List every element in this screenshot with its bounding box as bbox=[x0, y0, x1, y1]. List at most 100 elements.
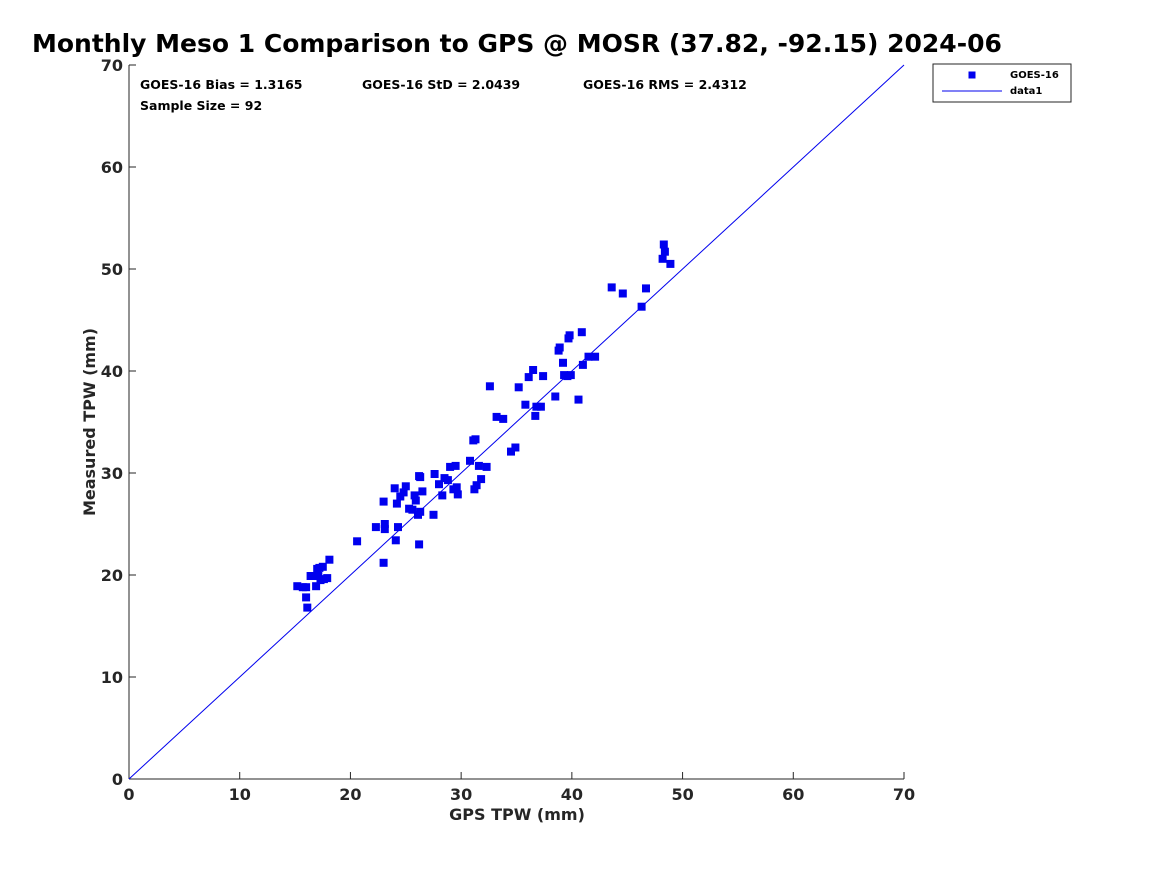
data-point bbox=[666, 259, 675, 268]
data-point bbox=[618, 289, 627, 298]
x-tick-label: 50 bbox=[671, 785, 693, 804]
data-point bbox=[415, 540, 424, 549]
x-tick-label: 40 bbox=[561, 785, 583, 804]
data-point bbox=[430, 470, 439, 478]
data-point bbox=[435, 480, 443, 489]
data-point bbox=[408, 505, 417, 514]
y-axis-label: Measured TPW (mm) bbox=[80, 328, 99, 516]
x-tick-label: 20 bbox=[339, 785, 361, 804]
data-point bbox=[401, 482, 410, 491]
data-point bbox=[396, 492, 405, 501]
data-point bbox=[379, 558, 388, 567]
data-point bbox=[507, 447, 515, 456]
data-point bbox=[466, 456, 474, 465]
y-tick-label: 30 bbox=[101, 464, 123, 483]
data-point bbox=[511, 443, 520, 452]
axes: 0 10 20 30 40 50 60 70 0 10 20 30 40 50 60 70 bbox=[101, 56, 915, 804]
stat-rms: GOES-16 RMS = 2.4312 bbox=[583, 77, 747, 92]
data-point bbox=[637, 302, 646, 311]
data-point bbox=[470, 485, 479, 494]
data-point bbox=[574, 395, 583, 404]
data-point bbox=[521, 400, 530, 409]
y-tick-label: 70 bbox=[101, 56, 123, 75]
data-point bbox=[438, 491, 447, 500]
data-point bbox=[607, 283, 616, 292]
data-point bbox=[312, 582, 321, 591]
data-point bbox=[591, 352, 600, 361]
data-point bbox=[380, 520, 389, 528]
data-point bbox=[453, 490, 462, 499]
data-point bbox=[411, 496, 420, 505]
data-point bbox=[514, 383, 523, 392]
y-tick-label: 50 bbox=[101, 260, 123, 279]
x-tick-label: 70 bbox=[893, 785, 915, 804]
y-tick-label: 0 bbox=[112, 770, 123, 789]
data-point bbox=[318, 562, 327, 571]
data-point bbox=[325, 555, 334, 564]
data-point bbox=[399, 488, 408, 497]
data-point bbox=[415, 472, 424, 481]
data-point bbox=[578, 360, 587, 369]
data-point bbox=[492, 412, 501, 421]
data-point bbox=[659, 240, 668, 249]
y-tick-label: 40 bbox=[101, 362, 123, 381]
data-point bbox=[446, 462, 455, 471]
data-point bbox=[319, 575, 328, 584]
data-point bbox=[660, 247, 669, 256]
x-axis-label: GPS TPW (mm) bbox=[449, 805, 585, 824]
data-point bbox=[418, 487, 427, 496]
data-point bbox=[394, 523, 402, 532]
stat-sample-size: Sample Size = 92 bbox=[140, 98, 262, 113]
x-tick-label: 0 bbox=[123, 785, 134, 804]
data-point bbox=[371, 523, 380, 532]
x-tick-label: 60 bbox=[782, 785, 804, 804]
x-tick-label: 10 bbox=[229, 785, 251, 804]
data-point bbox=[302, 583, 311, 592]
data-point bbox=[485, 382, 494, 391]
data-point bbox=[584, 352, 593, 361]
data-point bbox=[390, 484, 399, 493]
data-point bbox=[529, 366, 538, 374]
stat-std: GOES-16 StD = 2.0439 bbox=[362, 77, 520, 92]
legend: GOES-16 data1 bbox=[932, 63, 1072, 103]
stats-annotations: GOES-16 Bias = 1.3165 GOES-16 StD = 2.04… bbox=[140, 77, 747, 113]
data-point bbox=[531, 411, 540, 420]
data-point bbox=[471, 435, 480, 444]
data-point bbox=[642, 284, 650, 293]
data-point bbox=[416, 507, 425, 516]
y-tick-label: 60 bbox=[101, 158, 123, 177]
data-points bbox=[293, 240, 675, 612]
legend-label-data1: data1 bbox=[1010, 86, 1042, 97]
data-point bbox=[380, 525, 389, 534]
data-point bbox=[499, 414, 508, 423]
data-point bbox=[536, 402, 545, 411]
reference-line-group bbox=[128, 64, 905, 780]
legend-marker-goes16 bbox=[968, 71, 976, 79]
data-point bbox=[391, 536, 400, 545]
data-point bbox=[429, 510, 438, 519]
data-point bbox=[577, 328, 586, 337]
data-point bbox=[353, 537, 362, 546]
data-point bbox=[392, 499, 401, 508]
data-point bbox=[482, 462, 491, 471]
y-tick-label: 20 bbox=[101, 566, 123, 585]
data-point bbox=[314, 572, 323, 580]
data-point bbox=[302, 593, 311, 602]
data-point bbox=[306, 572, 315, 580]
one-to-one-line bbox=[128, 64, 905, 780]
plot-area: GOES-16 Bias = 1.3165 GOES-16 StD = 2.04… bbox=[101, 56, 915, 804]
data-point bbox=[379, 497, 388, 506]
data-point bbox=[559, 358, 567, 367]
data-point bbox=[566, 371, 575, 380]
data-point bbox=[658, 254, 667, 263]
data-point bbox=[452, 483, 461, 492]
data-point bbox=[539, 372, 548, 381]
data-point bbox=[293, 582, 302, 591]
data-point bbox=[477, 475, 486, 484]
data-point bbox=[451, 461, 460, 470]
chart-title: Monthly Meso 1 Comparison to GPS @ MOSR … bbox=[32, 29, 1002, 58]
data-point bbox=[472, 481, 481, 490]
data-point bbox=[474, 461, 483, 470]
